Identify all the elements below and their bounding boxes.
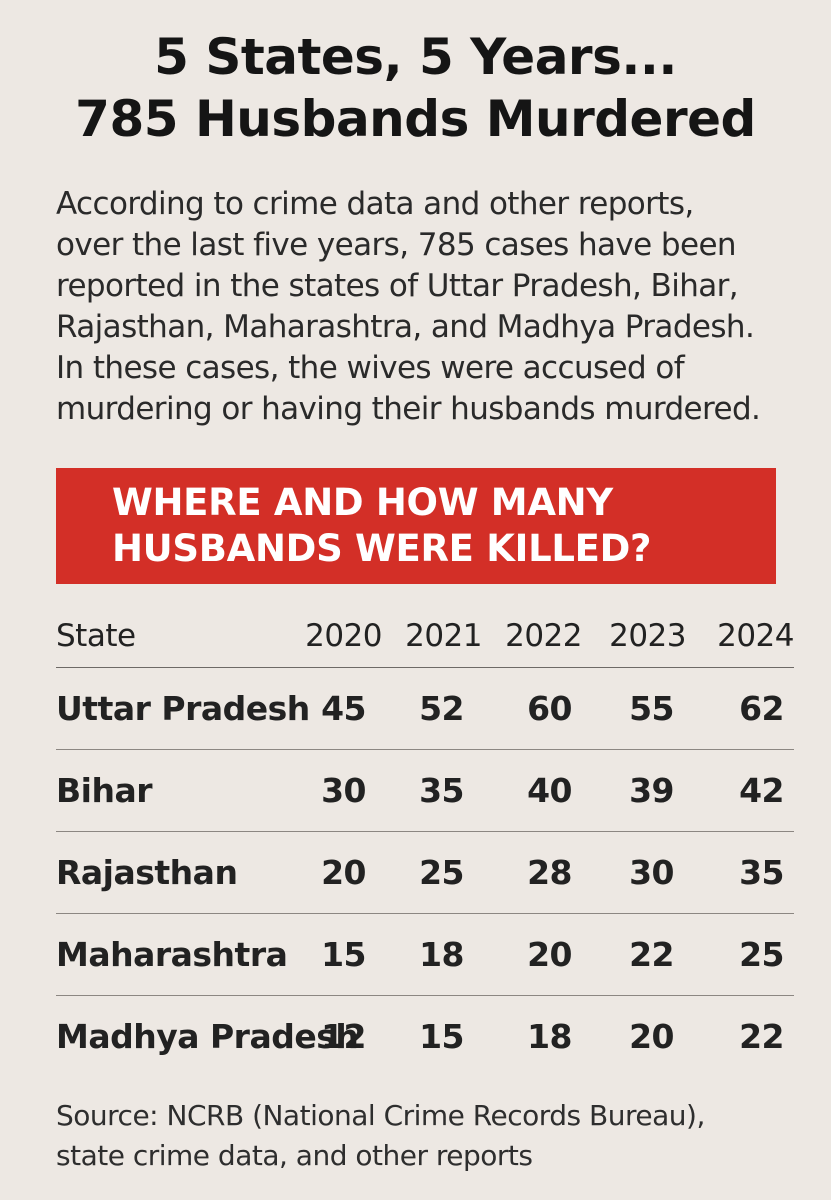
intro-line: over the last five years, 785 cases have… [56, 227, 737, 263]
value-cell: 52 [419, 689, 464, 728]
intro-line: murdering or having their husbands murde… [56, 391, 761, 427]
state-name: Rajasthan [56, 853, 238, 892]
value-cell: 40 [527, 771, 572, 810]
table-row: Uttar Pradesh 45 52 60 55 62 [56, 668, 794, 750]
page-title: 5 States, 5 Years... 785 Husbands Murder… [0, 26, 831, 150]
value-cell: 30 [629, 853, 674, 892]
state-name: Uttar Pradesh [56, 689, 310, 728]
value-cell: 15 [419, 1017, 464, 1056]
value-cell: 35 [739, 853, 784, 892]
value-cell: 25 [739, 935, 784, 974]
intro-line: According to crime data and other report… [56, 186, 694, 222]
table-row: Rajasthan 20 25 28 30 35 [56, 832, 794, 914]
header-2023: 2023 [609, 617, 686, 654]
value-cell: 22 [739, 1017, 784, 1056]
state-name: Bihar [56, 771, 153, 810]
table-row: Bihar 30 35 40 39 42 [56, 750, 794, 832]
value-cell: 42 [739, 771, 784, 810]
table-header-row: State 2020 2021 2022 2023 2024 [56, 604, 794, 668]
data-table: State 2020 2021 2022 2023 2024 Uttar Pra… [56, 604, 794, 1077]
value-cell: 45 [321, 689, 366, 728]
table-row: Maharashtra 15 18 20 22 25 [56, 914, 794, 996]
banner-heading: WHERE AND HOW MANY HUSBANDS WERE KILLED? [112, 480, 651, 572]
value-cell: 25 [419, 853, 464, 892]
section-banner: WHERE AND HOW MANY HUSBANDS WERE KILLED? [56, 468, 776, 584]
title-line-2: 785 Husbands Murdered [75, 90, 756, 148]
state-name: Maharashtra [56, 935, 288, 974]
banner-line-1: WHERE AND HOW MANY [112, 481, 613, 524]
value-cell: 22 [629, 935, 674, 974]
intro-line: In these cases, the wives were accused o… [56, 350, 685, 386]
source-line-1: Source: NCRB (National Crime Records Bur… [56, 1099, 705, 1132]
source-line-2: state crime data, and other reports [56, 1139, 533, 1172]
value-cell: 39 [629, 771, 674, 810]
header-state: State [56, 617, 136, 654]
value-cell: 12 [321, 1017, 366, 1056]
header-2020: 2020 [305, 617, 382, 654]
value-cell: 35 [419, 771, 464, 810]
header-2024: 2024 [717, 617, 794, 654]
banner-line-2: HUSBANDS WERE KILLED? [112, 527, 652, 570]
table-row: Madhya Pradesh 12 15 18 20 22 [56, 996, 794, 1077]
header-2022: 2022 [505, 617, 582, 654]
intro-paragraph: According to crime data and other report… [56, 184, 816, 430]
source-note: Source: NCRB (National Crime Records Bur… [56, 1096, 816, 1176]
value-cell: 18 [527, 1017, 572, 1056]
value-cell: 60 [527, 689, 572, 728]
value-cell: 20 [629, 1017, 674, 1056]
intro-line: Rajasthan, Maharashtra, and Madhya Prade… [56, 309, 755, 345]
value-cell: 18 [419, 935, 464, 974]
value-cell: 55 [629, 689, 674, 728]
intro-line: reported in the states of Uttar Pradesh,… [56, 268, 739, 304]
value-cell: 15 [321, 935, 366, 974]
header-2021: 2021 [405, 617, 482, 654]
state-name: Madhya Pradesh [56, 1017, 359, 1056]
value-cell: 62 [739, 689, 784, 728]
title-line-1: 5 States, 5 Years... [154, 28, 677, 86]
value-cell: 20 [527, 935, 572, 974]
value-cell: 20 [321, 853, 366, 892]
value-cell: 30 [321, 771, 366, 810]
value-cell: 28 [527, 853, 572, 892]
